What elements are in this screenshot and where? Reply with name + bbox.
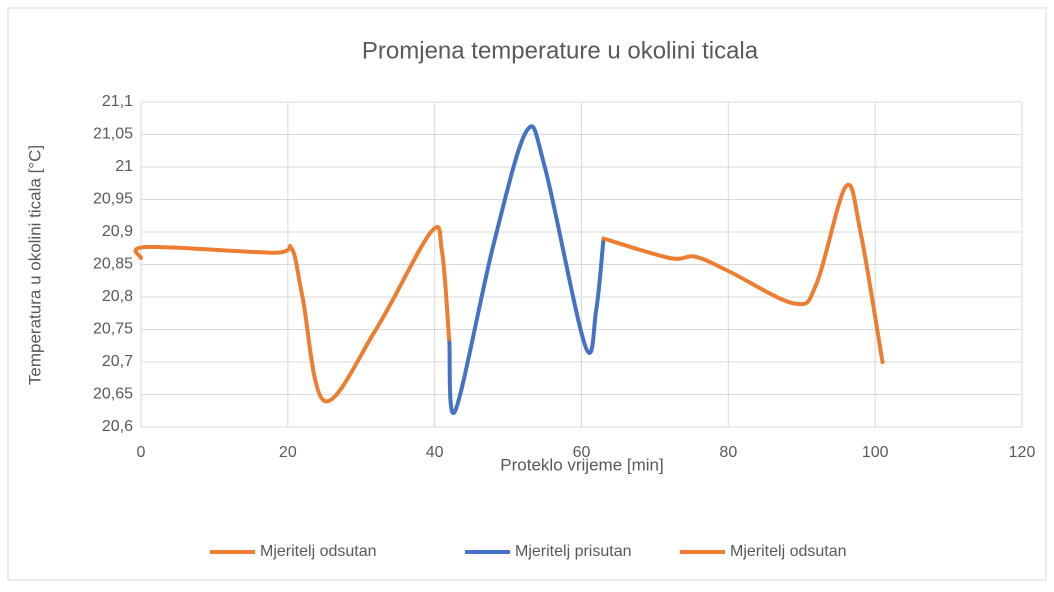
y-tick-label: 20,95	[93, 191, 133, 208]
y-tick-label: 20,7	[102, 353, 133, 370]
x-tick-label: 0	[137, 444, 146, 461]
x-tick-label: 60	[573, 444, 591, 461]
x-tick-label: 40	[426, 444, 444, 461]
y-tick-label: 20,8	[102, 288, 133, 305]
x-tick-label: 100	[862, 444, 889, 461]
x-axis-label: Proteklo vrijeme [min]	[500, 455, 663, 474]
y-tick-label: 20,6	[102, 418, 133, 435]
y-tick-label: 20,9	[102, 223, 133, 240]
y-tick-label: 21	[115, 158, 133, 175]
data-line	[601, 182, 885, 364]
y-tick-label: 20,75	[93, 321, 133, 338]
y-tick-label: 21,1	[102, 93, 133, 110]
x-tick-label: 120	[1009, 444, 1036, 461]
y-tick-label: 20,85	[93, 256, 133, 273]
data-line	[133, 224, 452, 404]
legend-label: Mjeritelj prisutan	[515, 543, 631, 560]
x-tick-label: 80	[719, 444, 737, 461]
y-axis-label: Temperatura u okolini ticala [°C]	[25, 145, 44, 385]
chart-border	[7, 7, 1047, 581]
legend-label: Mjeritelj odsutan	[730, 543, 847, 560]
chart-title: Promjena temperature u okolini ticala	[362, 37, 759, 64]
legend-label: Mjeritelj odsutan	[260, 543, 377, 560]
y-tick-label: 20,65	[93, 386, 133, 403]
x-tick-label: 20	[279, 444, 297, 461]
y-tick-label: 21,05	[93, 126, 133, 143]
data-line	[447, 124, 606, 416]
